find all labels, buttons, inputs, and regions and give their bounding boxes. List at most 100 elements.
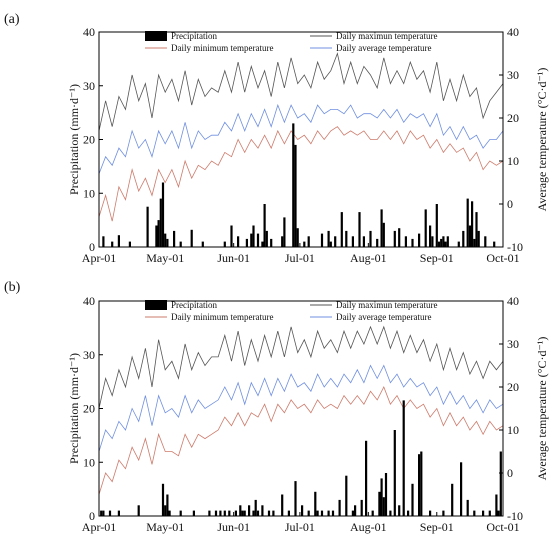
legend-swatch — [145, 31, 167, 41]
precipitation-bar — [457, 241, 460, 247]
precipitation-bar — [159, 198, 162, 247]
precipitation-bar — [287, 510, 290, 516]
chart-panel-2: (b) 0 10 20 30 40 -10 0 10 20 30 40 Apr-01 May-01 Jun-… — [4, 280, 549, 534]
precipitation-bar — [272, 510, 275, 516]
precipitation-bar — [398, 505, 401, 517]
y-right-axis-title: Average temperature (°C·d⁻¹) — [535, 337, 549, 481]
precipitation-bar — [320, 510, 324, 516]
precipitation-bar — [398, 228, 401, 247]
precipitation-bar — [166, 238, 169, 247]
precipitation-bar — [111, 241, 114, 247]
precipitation-bar — [219, 510, 222, 516]
precipitation-bar — [389, 510, 392, 516]
precipitation-bar — [440, 238, 443, 247]
y-right-tick-label: 40 — [507, 25, 519, 39]
precipitation-bar — [146, 206, 149, 247]
precipitation-bar — [435, 204, 438, 247]
precipitation-bar — [365, 440, 368, 517]
precipitation-bar — [484, 236, 487, 248]
precipitation-bar — [155, 225, 158, 247]
precipitation-bar — [164, 505, 167, 517]
precipitation-bar — [261, 505, 264, 517]
precipitation-bar — [382, 497, 385, 516]
precipitation-bar — [307, 236, 310, 248]
x-tick-label: May-01 — [146, 251, 184, 265]
y-right-tick-label: 20 — [507, 380, 519, 394]
precipitation-bar — [402, 400, 405, 516]
precipitation-bar — [351, 236, 354, 248]
precipitation-bar — [477, 230, 480, 247]
precipitation-bar — [281, 236, 284, 248]
precipitation-bar — [192, 510, 195, 516]
precipitation-bar — [256, 510, 260, 516]
y-right-tick-label: 10 — [507, 423, 519, 437]
precipitation-bar — [446, 236, 449, 248]
x-tick-label: Sep-01 — [420, 520, 454, 534]
precipitation-bar — [354, 505, 357, 517]
precipitation-bar — [263, 204, 266, 247]
x-tick-label: Jul-01 — [285, 520, 315, 534]
precipitation-bar — [471, 201, 474, 247]
precipitation-bar — [102, 236, 105, 248]
y-right-tick-label: 20 — [507, 111, 519, 125]
y-right-tick-label: 10 — [507, 154, 519, 168]
precipitation-bar — [384, 473, 388, 516]
precipitation-bar — [329, 241, 332, 247]
precipitation-bar — [190, 229, 193, 247]
precipitation-bar — [102, 510, 105, 516]
x-tick-label: Jul-01 — [285, 251, 315, 265]
precipitation-bar — [382, 222, 385, 247]
precipitation-bar — [245, 238, 248, 247]
y-tick-label: 10 — [83, 455, 95, 469]
x-tick-label: Oct-01 — [486, 251, 519, 265]
precipitation-bar — [418, 454, 421, 516]
precipitation-bar — [495, 494, 498, 516]
precipitation-bar — [241, 510, 244, 516]
precipitation-bar — [117, 235, 120, 247]
precipitation-bar — [303, 241, 306, 247]
tmin-line — [98, 126, 504, 222]
precipitation-bar — [327, 510, 330, 516]
precipitation-bar — [256, 233, 260, 247]
precipitation-bar — [460, 462, 463, 517]
precipitation-bar — [161, 483, 165, 517]
precipitation-bar — [473, 238, 476, 247]
precipitation-bar — [393, 430, 396, 516]
legend-label: Precipitation — [171, 300, 217, 310]
precipitation-bar — [327, 230, 330, 247]
precipitation-bar — [270, 238, 273, 247]
y-tick-label: 10 — [83, 186, 95, 200]
x-tick-label: Oct-01 — [486, 520, 519, 534]
precipitation-bar — [334, 236, 337, 248]
precipitation-bar — [137, 505, 140, 517]
precipitation-bar — [493, 241, 496, 247]
precipitation-bar — [223, 510, 226, 516]
precipitation-bar — [243, 510, 246, 516]
x-tick-label: Aug-01 — [350, 251, 387, 265]
precipitation-bar — [261, 241, 264, 247]
precipitation-bar — [296, 228, 299, 247]
precipitation-bar — [424, 209, 427, 247]
legend-label: Precipitation — [171, 31, 217, 41]
y-tick-label: 40 — [83, 294, 95, 308]
precipitation-bar — [420, 451, 423, 516]
chart-panel-1: (a) 0 10 20 30 40 -10 0 10 20 30 40 Apr-01 May-01 Jun-… — [4, 12, 549, 265]
precipitation-bar — [345, 475, 348, 516]
precipitation-bar — [362, 236, 365, 248]
precipitation-bar — [437, 241, 441, 247]
y-right-tick-label: -10 — [507, 509, 523, 523]
precipitation-bar — [475, 212, 478, 247]
precipitation-bar — [429, 510, 432, 516]
precipitation-bar — [431, 236, 434, 248]
precipitation-bar — [442, 236, 445, 248]
precipitation-bar — [316, 510, 319, 516]
y-axis-title: Precipitation (mm·d⁻¹) — [67, 84, 81, 195]
precipitation-bar — [418, 233, 421, 247]
precipitation-bar — [234, 510, 237, 516]
precipitation-bar — [473, 510, 476, 516]
x-tick-label: May-01 — [146, 520, 184, 534]
precipitation-bar — [497, 510, 500, 516]
y-tick-label: 0 — [89, 509, 95, 523]
precipitation-bar — [223, 241, 226, 247]
